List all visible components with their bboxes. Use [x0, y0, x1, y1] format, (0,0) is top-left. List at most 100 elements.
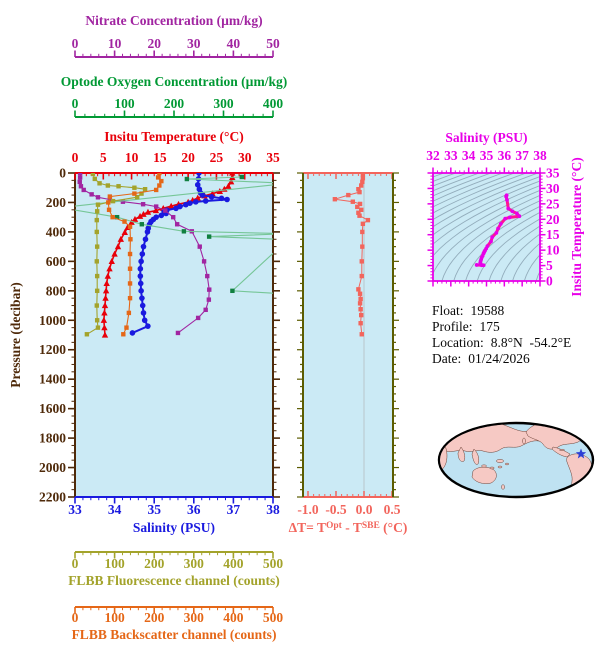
nitrate-tick-label: 20 [147, 36, 161, 51]
ts-temperature-tick-label: 25 [546, 196, 560, 211]
backscatter-axis-title: FLBB Backscatter channel (counts) [72, 627, 277, 642]
deltat-axis-title: ΔT= TOpt - TSBE (°C) [289, 520, 408, 535]
delta-t-panel: -1.0 -0.5 0.0 0.5 ΔT= TOpt - TSBE (°C) [289, 172, 408, 535]
nitrate-axis: 0 10 20 30 40 50 Nitrate Concentration (µm/kg) [72, 13, 280, 58]
pressure-tick-label: 1600 [39, 401, 66, 416]
ts-temperature-title: Insitu Temperature (°C) [569, 157, 584, 296]
location-label: Location: [432, 335, 484, 350]
temperature-tick-label: 15 [153, 150, 167, 165]
pressure-axis: 0 200 400 600 800 1000 1200 1400 1600 1800 2000 220… [8, 166, 280, 505]
nitrate-tick-label: 0 [72, 36, 79, 51]
salinity-axis: 33 34 35 36 37 38 Salinity (PSU) [68, 496, 280, 535]
ts-salinity-tick-label: 37 [515, 148, 529, 163]
backscatter-axis: 0 100 200 300 400 500 FLBB Backscatter channel… [72, 606, 284, 642]
ts-temperature-tick-label: 0 [546, 274, 553, 289]
ts-temperature-tick-label: 35 [546, 166, 560, 181]
pressure-axis-title: Pressure (decibar) [8, 282, 23, 388]
location-line: Location: 8.8°N -54.2°E [432, 335, 602, 351]
temperature-tick-label: 10 [125, 150, 139, 165]
oxygen-tick-label: 300 [213, 96, 234, 111]
oxygen-axis: 0 100 200 300 400 Optode Oxygen Concentration… [61, 74, 287, 118]
series-fluorescence [84, 173, 148, 337]
series-backscatter [106, 173, 164, 337]
oxygen-tick-label: 200 [164, 96, 185, 111]
fluorescence-tick-label: 100 [104, 556, 125, 571]
fluorescence-axis: 0 100 200 300 400 500 FLBB Fluorescence channe… [68, 551, 284, 588]
float-id-line: Float: 19588 [432, 303, 602, 319]
float-value: 19588 [470, 303, 505, 318]
deltat-tick-label: 0.5 [384, 502, 401, 517]
fluorescence-axis-title: FLBB Fluorescence channel (counts) [68, 573, 280, 588]
salinity-tick-label: 38 [266, 502, 280, 517]
isopycnal-contours [433, 173, 540, 281]
nitrate-tick-label: 40 [227, 36, 241, 51]
pressure-tick-label: 1800 [39, 431, 66, 446]
salinity-tick-label: 37 [227, 502, 241, 517]
bottom-axes: 0 100 200 300 400 500 FLBB Fluorescence channe… [68, 551, 284, 642]
top-axes: 0 10 20 30 40 50 Nitrate Concentration (µm/kg)… [61, 13, 287, 118]
pressure-tick-label: 200 [46, 195, 67, 210]
profile-line: Profile: 175 [432, 319, 602, 335]
temperature-tick-label: 25 [210, 150, 224, 165]
temperature-tick-label: 20 [181, 150, 195, 165]
temperature-tick-label: 0 [72, 150, 79, 165]
profile-value: 175 [479, 319, 500, 334]
deltat-tick-label: -1.0 [297, 502, 319, 517]
nitrate-tick-label: 10 [108, 36, 122, 51]
series-ts-curve [474, 193, 522, 268]
pressure-tick-label: 800 [46, 283, 67, 298]
profile-label: Profile: [432, 319, 473, 334]
backscatter-tick-label: 100 [104, 610, 125, 625]
date-line: Date: 01/24/2026 [432, 351, 602, 367]
oxygen-axis-title: Optode Oxygen Concentration (µm/kg) [61, 74, 287, 89]
float-label: Float: [432, 303, 464, 318]
float-info-block: Float: 19588 Profile: 175 Location: 8.8°N -… [432, 303, 602, 367]
pressure-tick-label: 400 [46, 224, 67, 239]
backscatter-tick-label: 500 [263, 610, 284, 625]
date-label: Date: [432, 351, 462, 366]
nitrate-axis-title: Nitrate Concentration (µm/kg) [85, 13, 262, 28]
backscatter-tick-label: 0 [72, 610, 79, 625]
deltat-tick-label: -0.5 [325, 502, 347, 517]
ts-salinity-tick-label: 36 [498, 148, 512, 163]
location-value: 8.8°N -54.2°E [490, 335, 572, 350]
backscatter-tick-label: 300 [184, 610, 205, 625]
series-nitrate [77, 173, 212, 336]
ts-temperature-tick-label: 10 [546, 243, 560, 258]
series-oxygen-line [75, 176, 273, 294]
salinity-tick-label: 34 [108, 502, 122, 517]
fluorescence-tick-label: 300 [184, 556, 205, 571]
main-profile-plot: 0200400600800100012001400160018002000220… [8, 129, 280, 535]
salinity-tick-label: 33 [68, 502, 82, 517]
pressure-tick-label: 1200 [39, 342, 66, 357]
pressure-tick-label: 1400 [39, 372, 66, 387]
ts-temperature-tick-label: 30 [546, 181, 560, 196]
series-salinity [129, 173, 230, 336]
fluorescence-tick-label: 400 [223, 556, 244, 571]
fluorescence-tick-label: 200 [144, 556, 165, 571]
temperature-tick-label: 5 [100, 150, 107, 165]
world-map [437, 421, 595, 499]
ts-salinity-title: Salinity (PSU) [445, 130, 527, 145]
ts-temperature-tick-label: 15 [546, 227, 560, 242]
ts-salinity-tick-label: 34 [462, 148, 476, 163]
delta-t-background [303, 173, 393, 497]
ts-salinity-tick-label: 33 [444, 148, 458, 163]
series-oxygen [75, 174, 273, 294]
temperature-axis: 0 5 10 15 20 25 30 35 Insitu Temperature (°C) [72, 129, 280, 180]
nitrate-tick-label: 30 [187, 36, 201, 51]
ts-temperature-tick-label: 20 [546, 212, 560, 227]
date-value: 01/24/2026 [468, 351, 530, 366]
salinity-axis-title: Salinity (PSU) [133, 520, 215, 535]
pressure-tick-label: 1000 [39, 313, 66, 328]
pressure-tick-label: 0 [59, 166, 66, 181]
fluorescence-tick-label: 500 [263, 556, 284, 571]
ts-salinity-tick-label: 38 [533, 148, 547, 163]
ts-temperature-tick-label: 5 [546, 258, 553, 273]
deltat-tick-label: 0.0 [356, 502, 373, 517]
series-delta-t [332, 173, 371, 337]
pressure-tick-label: 2200 [39, 490, 66, 505]
ts-salinity-tick-label: 35 [480, 148, 494, 163]
